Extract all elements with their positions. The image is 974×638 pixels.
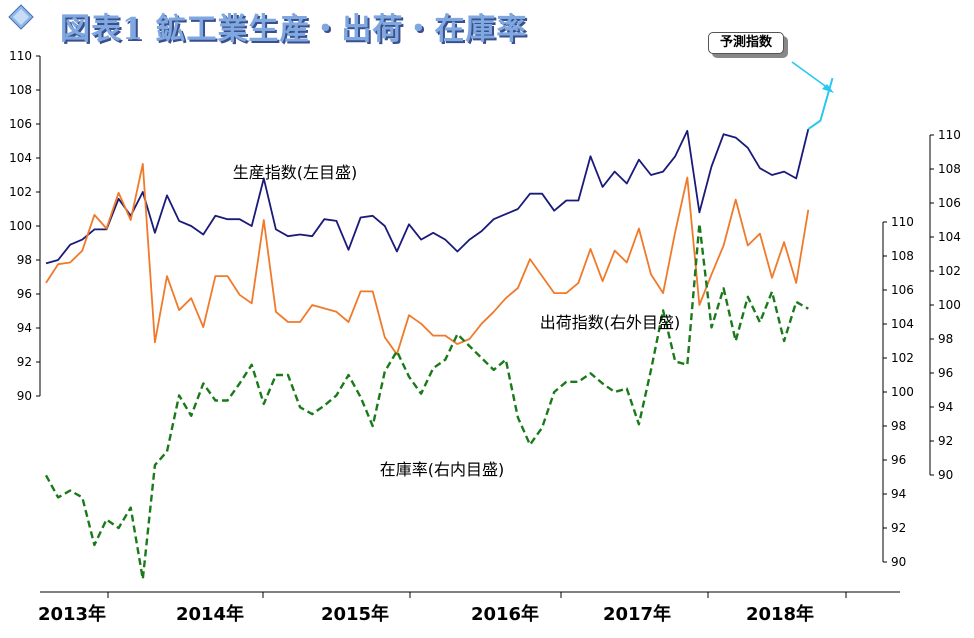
right_outer-tick-label: 90 — [938, 468, 953, 482]
left-tick-label: 96 — [17, 287, 32, 301]
left-tick-label: 104 — [9, 151, 32, 165]
right_inner-tick-label: 108 — [891, 249, 914, 263]
axes-layer: 90 92 94 96 98 100 102 104 106 108 110 90 92 94 96 98 10… — [9, 49, 961, 625]
right_inner-tick-label: 98 — [891, 419, 906, 433]
right_outer-tick-label: 110 — [938, 128, 961, 142]
series-line-1 — [45, 162, 810, 356]
right_outer-tick-label: 98 — [938, 332, 953, 346]
right_inner-tick-label: 104 — [891, 317, 914, 331]
forecast-callout: 予測指数 — [708, 32, 784, 54]
callout-pointer — [791, 61, 829, 89]
right_inner-tick-label: 90 — [891, 555, 906, 569]
left-tick-label: 100 — [9, 219, 32, 233]
series-line-0 — [45, 128, 810, 265]
left-tick-label: 110 — [9, 49, 32, 63]
right_outer-tick-label: 92 — [938, 434, 953, 448]
left-tick-label: 92 — [17, 355, 32, 369]
left-tick-label: 106 — [9, 117, 32, 131]
right_outer-tick-label: 106 — [938, 196, 961, 210]
series-line-2 — [44, 222, 809, 581]
right_inner-tick-label: 96 — [891, 453, 906, 467]
callout-arrowhead — [822, 84, 834, 93]
right_outer-tick-label: 108 — [938, 162, 961, 176]
right_outer-tick-label: 96 — [938, 366, 953, 380]
diamond-icon — [8, 4, 34, 30]
series-annotation: 出荷指数(右外目盛) — [540, 313, 681, 332]
left-tick-label: 98 — [17, 253, 32, 267]
right_inner-tick-label: 106 — [891, 283, 914, 297]
left-tick-label: 102 — [9, 185, 32, 199]
x-tick-label: 2016年 — [471, 603, 539, 625]
page-title: 図表1 鉱工業生産・出荷・在庫率 — [60, 12, 528, 47]
right_outer-tick-label: 104 — [938, 230, 961, 244]
right_inner-tick-label: 100 — [891, 385, 914, 399]
x-tick-label: 2018年 — [746, 603, 814, 625]
right_inner-tick-label: 110 — [891, 215, 914, 229]
left-tick-label: 108 — [9, 83, 32, 97]
left-tick-label: 90 — [17, 389, 32, 403]
left-tick-label: 94 — [17, 321, 32, 335]
label-layer: 生産指数(左目盛) 出荷指数(右外目盛) 在庫率(右内目盛) — [233, 163, 681, 479]
right_inner-tick-label: 102 — [891, 351, 914, 365]
right_outer-tick-label: 94 — [938, 400, 953, 414]
series-layer — [44, 61, 834, 581]
right_outer-tick-label: 102 — [938, 264, 961, 278]
x-tick-label: 2013年 — [38, 603, 106, 625]
right_inner-tick-label: 92 — [891, 521, 906, 535]
x-tick-label: 2015年 — [321, 603, 389, 625]
right_inner-tick-label: 94 — [891, 487, 906, 501]
x-tick-label: 2017年 — [603, 603, 671, 625]
series-annotation: 生産指数(左目盛) — [233, 163, 358, 182]
series-annotation: 在庫率(右内目盛) — [380, 460, 505, 479]
x-tick-label: 2014年 — [176, 603, 244, 625]
forecast-line — [807, 77, 834, 130]
right_outer-tick-label: 100 — [938, 298, 961, 312]
